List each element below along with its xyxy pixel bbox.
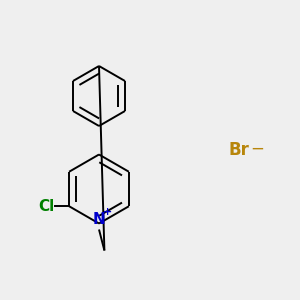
Text: Br: Br: [228, 141, 249, 159]
Text: −: −: [250, 140, 264, 158]
Text: N: N: [93, 212, 105, 226]
Text: Cl: Cl: [38, 199, 55, 214]
Text: +: +: [103, 207, 112, 217]
